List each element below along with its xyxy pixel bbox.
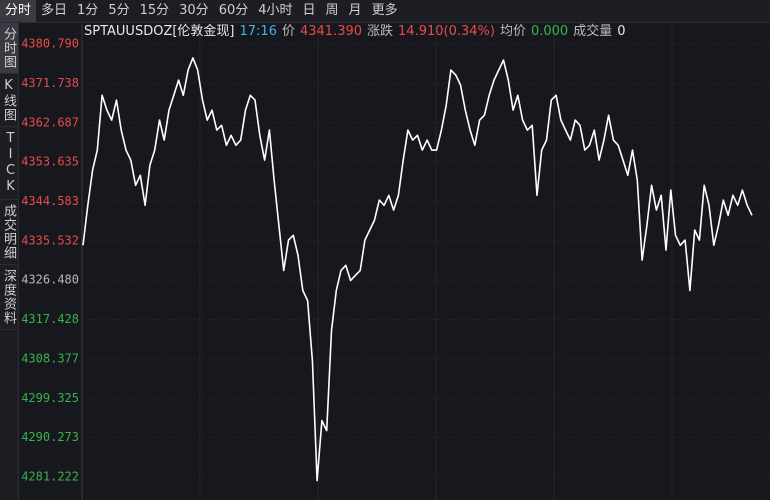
- period-tab[interactable]: 分时: [0, 0, 37, 22]
- toolbar: 分时 多日 1分 5分 15分 30分 60分 4小时日周月更多: [0, 0, 770, 23]
- side-tab[interactable]: 深度资料: [0, 265, 18, 330]
- y-tick-label: 4344.583: [21, 194, 79, 208]
- period-tab[interactable]: 15分: [139, 3, 170, 18]
- change: 14.910(0.34%): [398, 24, 495, 39]
- avg-price: 0.000: [530, 24, 569, 39]
- period-tab[interactable]: 月: [348, 3, 362, 18]
- side-tabs: 分时图 K线图 TICK 成交明细 深度资料: [0, 23, 19, 500]
- y-tick-label: 4362.687: [21, 115, 79, 129]
- label: 涨跌: [367, 24, 394, 39]
- side-tab[interactable]: 成交明细: [0, 200, 18, 265]
- period-tab[interactable]: 4小时: [258, 3, 293, 18]
- y-tick-label: 4353.635: [21, 155, 79, 169]
- y-tick-label: 4308.377: [21, 351, 79, 365]
- price-line: [82, 57, 753, 482]
- period-tab[interactable]: 5分: [108, 3, 130, 18]
- symbol: SPTAUUSDOZ[伦敦金现]: [84, 24, 235, 39]
- y-tick-label: 4335.532: [21, 233, 79, 247]
- side-tab[interactable]: 分时图: [0, 23, 18, 74]
- y-tick-label: 4317.428: [21, 312, 79, 326]
- label: 成交量: [573, 24, 613, 39]
- period-tab[interactable]: 周: [325, 3, 339, 18]
- y-tick-label: 4299.325: [21, 391, 79, 405]
- period-tab[interactable]: 多日: [41, 3, 68, 18]
- y-tick-label: 4290.273: [21, 430, 79, 444]
- period-tab[interactable]: 日: [302, 3, 316, 18]
- side-tab[interactable]: TICK: [0, 127, 18, 200]
- y-tick-label: 4281.222: [21, 469, 79, 483]
- side-tab[interactable]: K线图: [0, 74, 18, 127]
- period-tab[interactable]: 更多: [371, 3, 398, 18]
- period-tab[interactable]: 60分: [218, 3, 249, 18]
- period-tab[interactable]: 30分: [179, 3, 209, 18]
- info-bar: SPTAUUSDOZ[伦敦金现] 17:16 价 4341.390 涨跌 14.910(0…: [84, 23, 631, 41]
- label: 均价: [499, 24, 526, 39]
- y-tick-label: 4371.738: [21, 76, 79, 90]
- y-tick-label: 4326.480: [21, 273, 79, 287]
- price: 4341.390: [299, 24, 363, 39]
- time: 17:16: [239, 24, 277, 39]
- y-tick-label: 4380.790: [21, 37, 79, 51]
- volume: 0: [617, 24, 626, 39]
- label: 价: [281, 24, 295, 39]
- period-tab[interactable]: 1分: [77, 3, 99, 18]
